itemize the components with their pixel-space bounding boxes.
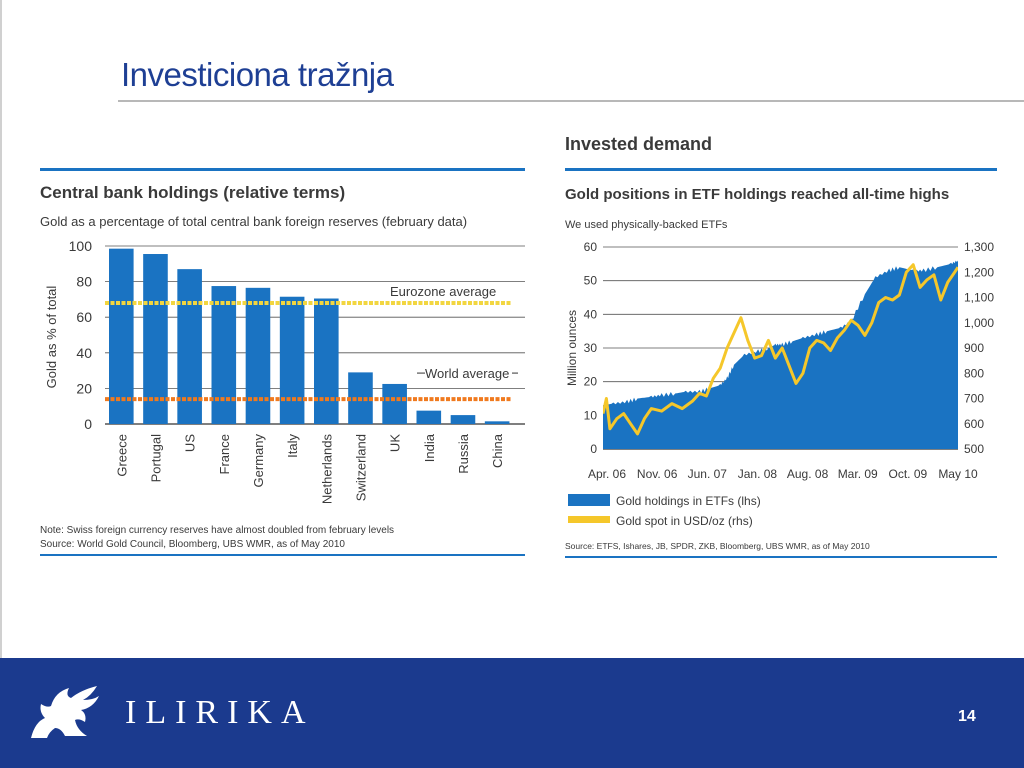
left-chart-y-ticks: 0 20 40 60 80 100 bbox=[69, 238, 93, 432]
bar-label-italy: Italy bbox=[285, 434, 300, 458]
bar-russia bbox=[450, 415, 476, 424]
world-average-label: World average bbox=[425, 366, 509, 381]
right-y2tick-label: 900 bbox=[964, 341, 984, 355]
bar-label-russia: Russia bbox=[456, 433, 471, 474]
left-chart-bottom-rule bbox=[40, 554, 525, 556]
bar-label-germany: Germany bbox=[251, 434, 266, 488]
gold-spot-line bbox=[603, 263, 958, 436]
right-y2tick-label: 1,300 bbox=[964, 240, 994, 254]
left-chart-source: Source: World Gold Council, Bloomberg, U… bbox=[40, 539, 345, 550]
bar-label-uk: UK bbox=[388, 434, 403, 452]
right-chart-y2-ticks: 500 600 700 800 900 1,000 1,100 1,200 1,300 bbox=[964, 240, 994, 456]
bar-label-us: US bbox=[183, 434, 198, 452]
etf-holdings-area bbox=[603, 260, 958, 449]
bar-label-greece: Greece bbox=[114, 434, 129, 477]
griffin-logo-icon bbox=[31, 686, 99, 738]
left-chart-ylabel: Gold as % of total bbox=[44, 286, 59, 389]
left-chart-note: Note: Swiss foreign currency reserves ha… bbox=[40, 525, 394, 536]
right-y2tick-label: 1,100 bbox=[964, 291, 994, 305]
bar-label-france: France bbox=[217, 434, 232, 474]
right-y2tick-label: 600 bbox=[964, 417, 984, 431]
right-y2tick-label: 1,200 bbox=[964, 265, 994, 279]
bar-uk bbox=[382, 383, 407, 424]
bar-italy bbox=[279, 296, 305, 424]
right-chart-source: Source: ETFS, Ishares, JB, SPDR, ZKB, Bl… bbox=[565, 541, 870, 551]
right-ytick-label: 50 bbox=[584, 274, 598, 288]
right-y2tick-label: 1,000 bbox=[964, 316, 994, 330]
right-chart-bottom-rule bbox=[565, 556, 997, 558]
right-ytick-label: 10 bbox=[584, 408, 598, 422]
right-chart-y-ticks: 0 10 20 30 40 50 60 bbox=[584, 240, 598, 456]
bar-label-china: China bbox=[490, 433, 505, 468]
bar-label-india: India bbox=[422, 433, 437, 462]
legend-gold-label: Gold spot in USD/oz (rhs) bbox=[616, 514, 753, 528]
legend-gold-swatch bbox=[568, 516, 610, 523]
charts-canvas: Central bank holdings (relative terms) G… bbox=[40, 134, 997, 558]
right-chart-ylabel: Million ounces bbox=[565, 310, 579, 386]
right-y2tick-label: 800 bbox=[964, 366, 984, 380]
left-chart-top-rule bbox=[40, 168, 525, 171]
bar-germany bbox=[245, 287, 271, 424]
right-xtick-label: Jan. 08 bbox=[738, 467, 778, 481]
right-xtick-label: Mar. 09 bbox=[838, 467, 878, 481]
left-chart-title: Central bank holdings (relative terms) bbox=[40, 183, 345, 202]
left-ytick-label: 100 bbox=[69, 238, 93, 254]
brand-name: ILIRIKA bbox=[125, 694, 315, 731]
right-xtick-label: Nov. 06 bbox=[637, 467, 678, 481]
title-rule bbox=[118, 100, 1024, 102]
etf-chart: Invested demand Gold positions in ETF ho… bbox=[565, 134, 997, 558]
bar-label-switzerland: Switzerland bbox=[353, 434, 368, 501]
bar-greece bbox=[109, 248, 134, 424]
bar-netherlands bbox=[314, 298, 339, 424]
left-chart-subtitle: Gold as a percentage of total central ba… bbox=[40, 214, 467, 229]
right-chart-x-ticks: Apr. 06 Nov. 06 Jun. 07 Jan. 08 Aug. 08 Mar. … bbox=[588, 467, 978, 481]
legend-etf-label: Gold holdings in ETFs (lhs) bbox=[616, 494, 761, 508]
right-y2tick-label: 500 bbox=[964, 442, 984, 456]
left-chart-x-ticks: Greece Portugal US France Germany Italy Nether… bbox=[114, 433, 505, 504]
left-ytick-label: 0 bbox=[84, 416, 92, 432]
right-xtick-label: Apr. 06 bbox=[588, 467, 626, 481]
bar-india bbox=[416, 410, 442, 424]
left-ytick-label: 80 bbox=[76, 274, 92, 290]
right-ytick-label: 60 bbox=[584, 240, 598, 254]
right-ytick-label: 40 bbox=[584, 307, 598, 321]
left-chart-reference-lines: Eurozone average World average bbox=[105, 284, 518, 402]
bar-portugal bbox=[143, 254, 168, 424]
bar-label-portugal: Portugal bbox=[148, 434, 163, 483]
right-xtick-label: Aug. 08 bbox=[787, 467, 829, 481]
bar-china bbox=[484, 421, 510, 424]
right-xtick-label: Oct. 09 bbox=[889, 467, 928, 481]
left-ytick-label: 40 bbox=[76, 345, 92, 361]
right-y2tick-label: 700 bbox=[964, 392, 984, 406]
legend-etf-swatch bbox=[568, 494, 610, 506]
right-chart-top-rule bbox=[565, 168, 997, 171]
right-xtick-label: Jun. 07 bbox=[688, 467, 728, 481]
eurozone-average-label: Eurozone average bbox=[390, 284, 496, 299]
central-bank-chart: Central bank holdings (relative terms) G… bbox=[40, 168, 525, 556]
slide-title: Investiciona tražnja bbox=[121, 56, 394, 93]
bar-label-netherlands: Netherlands bbox=[319, 434, 334, 505]
right-ytick-label: 0 bbox=[590, 442, 597, 456]
right-section-title: Invested demand bbox=[565, 134, 712, 154]
left-ytick-label: 20 bbox=[76, 380, 92, 396]
right-chart-title: Gold positions in ETF holdings reached a… bbox=[565, 186, 949, 203]
slide-left-edge bbox=[0, 0, 2, 660]
right-ytick-label: 20 bbox=[584, 375, 598, 389]
right-ytick-label: 30 bbox=[584, 341, 598, 355]
right-xtick-label: May 10 bbox=[938, 467, 978, 481]
page-number: 14 bbox=[958, 708, 976, 725]
right-chart-subtitle: We used physically-backed ETFs bbox=[565, 219, 728, 231]
bar-france bbox=[211, 286, 237, 424]
footer-bar: ILIRIKA 14 bbox=[0, 658, 1024, 768]
left-ytick-label: 60 bbox=[76, 309, 92, 325]
